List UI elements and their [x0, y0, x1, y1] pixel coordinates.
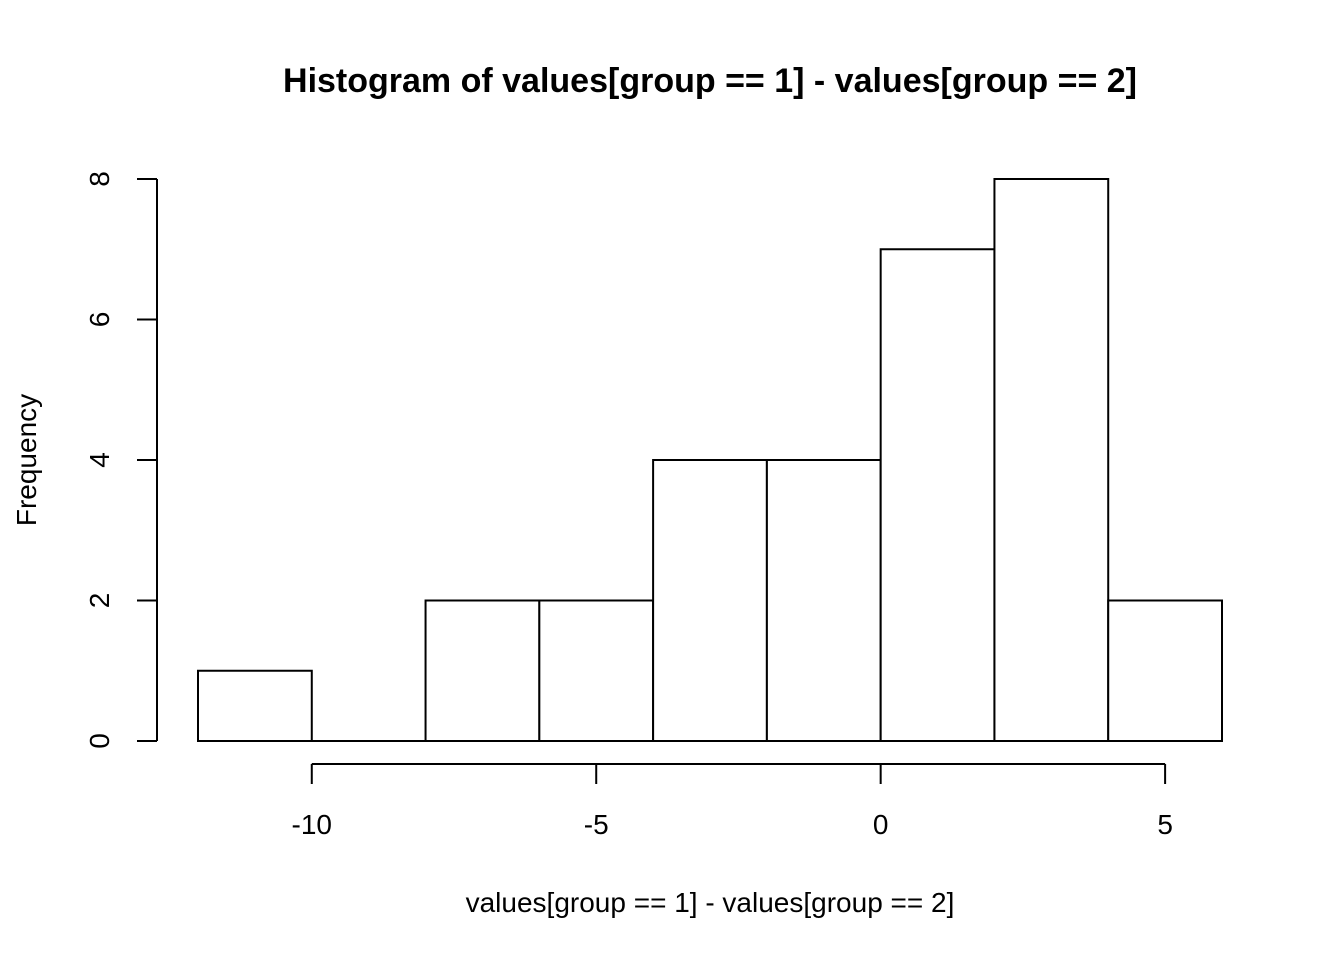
y-axis-label: Frequency	[11, 394, 42, 526]
x-tick-label: 5	[1157, 809, 1173, 840]
bars-group	[197, 178, 1223, 742]
x-tick-label: 0	[873, 809, 889, 840]
histogram-bar-6	[879, 248, 996, 742]
y-tick-label: 0	[84, 733, 115, 749]
histogram-bar-5	[765, 459, 882, 742]
histogram-bar-8	[1107, 599, 1223, 742]
x-tick-label: -5	[584, 809, 609, 840]
y-tick-label: 8	[84, 171, 115, 187]
histogram-bar-4	[652, 459, 768, 742]
y-tick-label: 6	[84, 312, 115, 328]
y-axis: 0 2 4 6 8	[84, 171, 158, 749]
y-tick-label: 4	[84, 452, 115, 468]
x-tick-label: -10	[292, 809, 332, 840]
histogram-bar-0	[197, 669, 313, 742]
histogram-bar-2	[424, 599, 541, 742]
x-axis-label: values[group == 1] - values[group == 2]	[466, 887, 955, 918]
chart-title: Histogram of values[group == 1] - values…	[283, 62, 1137, 100]
histogram-bar-3	[538, 599, 655, 742]
x-axis: -10 -5 0 5	[292, 763, 1173, 840]
y-tick-label: 2	[84, 593, 115, 609]
histogram-bar-7	[993, 178, 1110, 742]
